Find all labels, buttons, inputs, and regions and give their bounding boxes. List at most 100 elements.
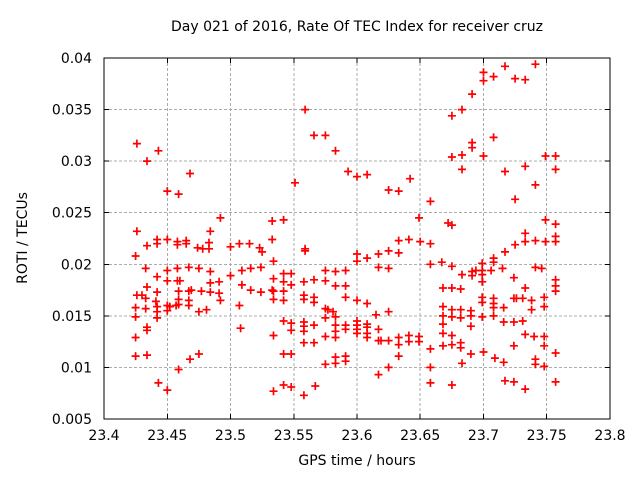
data-point-marker xyxy=(344,167,353,176)
y-tick-label: 0.03 xyxy=(61,154,92,170)
data-point-marker xyxy=(331,333,340,342)
data-point-marker xyxy=(321,276,330,285)
data-point-marker xyxy=(246,264,255,273)
data-point-marker xyxy=(511,195,520,204)
data-point-marker xyxy=(131,333,140,342)
data-point-marker xyxy=(551,165,560,174)
data-point-marker xyxy=(186,169,194,178)
data-point-marker xyxy=(174,190,183,199)
data-point-marker xyxy=(141,294,150,303)
data-point-marker xyxy=(287,350,296,358)
data-point-marker xyxy=(174,365,183,374)
x-tick-label: 23.7 xyxy=(468,428,499,444)
data-point-marker xyxy=(310,321,318,330)
data-point-marker xyxy=(143,283,151,291)
data-point-marker xyxy=(521,162,530,171)
data-point-marker xyxy=(499,358,508,367)
data-point-marker xyxy=(182,239,191,248)
data-point-marker xyxy=(487,266,496,275)
data-point-marker xyxy=(509,273,518,282)
data-point-marker xyxy=(299,295,308,304)
data-point-marker xyxy=(372,310,380,319)
data-point-marker xyxy=(479,68,488,77)
data-point-marker xyxy=(246,286,255,295)
data-point-marker xyxy=(478,277,487,286)
data-point-marker xyxy=(466,322,475,331)
data-point-marker xyxy=(478,312,487,321)
data-point-marker xyxy=(310,338,318,347)
data-point-marker xyxy=(321,332,330,341)
data-point-marker xyxy=(163,276,172,285)
data-point-marker xyxy=(551,237,560,246)
data-points xyxy=(131,60,560,400)
data-point-marker xyxy=(394,333,403,342)
data-point-marker xyxy=(540,341,549,350)
data-point-marker xyxy=(456,313,465,322)
data-point-marker xyxy=(235,301,244,310)
data-point-marker xyxy=(194,307,203,316)
data-point-marker xyxy=(540,362,549,371)
data-point-marker xyxy=(279,381,288,389)
data-point-marker xyxy=(310,131,318,140)
data-point-marker xyxy=(518,294,527,303)
data-point-marker xyxy=(163,187,172,196)
data-point-marker xyxy=(458,151,466,159)
data-point-marker xyxy=(173,240,182,249)
data-point-marker xyxy=(456,305,465,314)
data-point-marker xyxy=(501,62,509,71)
data-point-marker xyxy=(226,271,235,280)
data-point-marker xyxy=(527,305,536,314)
data-point-marker xyxy=(301,105,310,114)
data-point-marker xyxy=(301,246,310,255)
data-point-marker xyxy=(374,263,383,272)
data-point-marker xyxy=(235,239,244,248)
data-point-marker xyxy=(466,311,475,320)
data-point-marker xyxy=(194,350,203,358)
data-point-marker xyxy=(439,329,447,338)
data-point-marker xyxy=(478,270,487,279)
data-point-marker xyxy=(531,236,540,245)
data-point-marker xyxy=(478,259,487,268)
data-point-marker xyxy=(499,303,508,312)
data-point-marker xyxy=(206,267,215,276)
data-point-marker xyxy=(341,325,350,334)
data-point-marker xyxy=(131,352,140,361)
data-point-marker xyxy=(132,139,141,148)
data-point-marker xyxy=(541,237,550,246)
data-point-marker xyxy=(268,286,277,295)
x-tick-label: 23.8 xyxy=(594,428,625,444)
x-tick-label: 23.65 xyxy=(400,428,440,444)
data-point-marker xyxy=(256,288,265,297)
data-point-marker xyxy=(468,143,477,152)
data-point-marker xyxy=(384,264,393,273)
x-tick-label: 23.55 xyxy=(274,428,314,444)
data-point-marker xyxy=(175,276,184,285)
data-point-marker xyxy=(541,215,550,224)
data-point-marker xyxy=(187,286,196,295)
data-point-marker xyxy=(321,131,330,140)
data-point-marker xyxy=(531,360,540,369)
data-point-marker xyxy=(501,376,509,385)
data-point-marker xyxy=(426,260,435,269)
y-tick-label: 0.005 xyxy=(52,412,92,428)
data-point-marker xyxy=(377,336,385,345)
y-tick-label: 0.02 xyxy=(61,257,92,273)
data-point-marker xyxy=(143,157,151,166)
data-point-marker xyxy=(131,252,140,260)
data-point-marker xyxy=(154,146,163,155)
data-point-marker xyxy=(509,341,518,350)
data-point-marker xyxy=(478,298,487,307)
data-point-marker xyxy=(279,317,288,325)
data-point-marker xyxy=(499,318,508,326)
data-point-marker xyxy=(287,319,296,328)
data-point-marker xyxy=(299,391,308,400)
y-tick-label: 0.025 xyxy=(52,206,92,222)
data-point-marker xyxy=(310,275,318,284)
data-point-marker xyxy=(341,293,350,302)
data-point-marker xyxy=(394,248,403,257)
data-point-marker xyxy=(426,239,435,248)
data-point-marker xyxy=(439,341,447,350)
data-point-marker xyxy=(394,352,403,361)
data-point-marker xyxy=(216,296,225,305)
data-point-marker xyxy=(447,340,456,349)
